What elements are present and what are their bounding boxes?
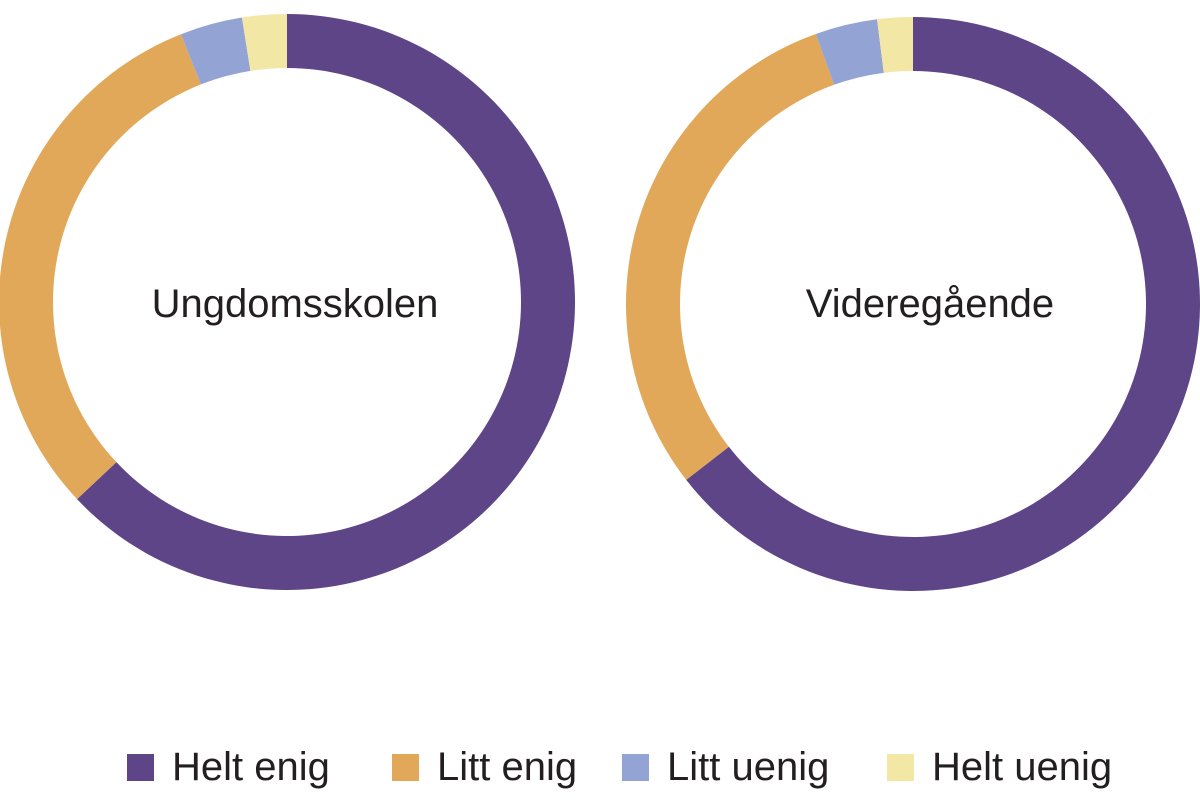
donut-slice-helt-enig	[77, 14, 575, 590]
legend-swatch	[622, 753, 649, 781]
donut-chart-videregaende	[626, 17, 1200, 592]
donut-slice-litt-enig	[626, 33, 835, 480]
legend-item-helt-uenig: Helt uenig	[887, 742, 1112, 792]
legend-label: Litt enig	[437, 745, 578, 789]
donut-slice-litt-uenig	[815, 19, 884, 85]
legend-item-helt-enig: Helt enig	[127, 742, 330, 792]
donut-slice-helt-uenig	[877, 17, 913, 73]
donut-chart-ungdomsskolen	[0, 14, 575, 590]
legend-label: Helt enig	[172, 745, 330, 789]
legend-swatch	[887, 753, 914, 781]
center-label-ungdomsskolen: Ungdomsskolen	[152, 282, 439, 326]
legend-swatch	[127, 753, 154, 781]
legend-item-litt-enig: Litt enig	[392, 742, 577, 792]
legend-label: Helt uenig	[932, 745, 1113, 789]
donut-slice-litt-uenig	[180, 17, 251, 85]
donut-slice-litt-enig	[0, 34, 201, 500]
legend-item-litt-uenig: Litt uenig	[622, 742, 829, 792]
legend: Helt enig Litt enig Litt uenig Helt ueni…	[0, 742, 1200, 792]
legend-label: Litt uenig	[667, 745, 830, 789]
legend-swatch	[392, 753, 419, 781]
center-label-videregaende: Videregående	[806, 282, 1054, 326]
donut-charts: Ungdomsskolen Videregående	[0, 14, 1200, 592]
donut-slice-helt-uenig	[241, 14, 287, 71]
